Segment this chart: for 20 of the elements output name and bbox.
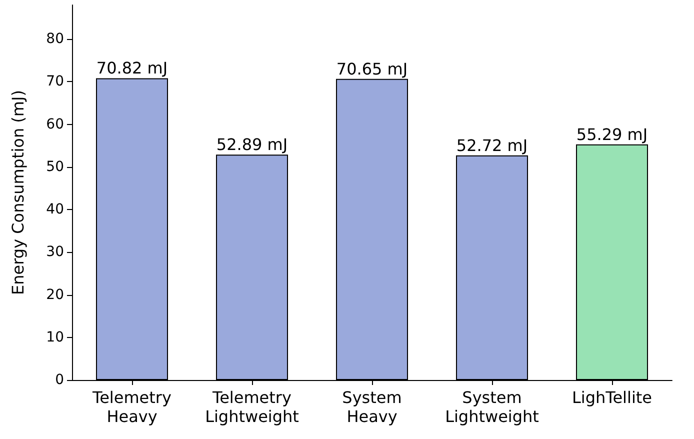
- y-tick-label: 70: [46, 74, 64, 90]
- y-tick-label: 30: [46, 244, 64, 260]
- data-label: 55.29 mJ: [576, 124, 648, 144]
- y-tick-label: 40: [46, 202, 64, 218]
- data-label: 70.65 mJ: [336, 59, 408, 78]
- y-axis-title: Energy Consumption (mJ): [8, 90, 28, 295]
- y-tick-label: 60: [46, 116, 64, 132]
- y-tick-label: 0: [55, 372, 64, 388]
- y-tick-label: 80: [46, 31, 64, 48]
- x-tick-label: LighTellite: [572, 388, 652, 407]
- data-label: 70.82 mJ: [96, 58, 168, 78]
- data-label: 52.72 mJ: [456, 136, 528, 155]
- y-tick-label: 20: [46, 286, 64, 303]
- x-tick-label: System Lightweight: [445, 388, 539, 426]
- y-tick-label: 50: [46, 158, 64, 175]
- x-tick-label: Telemetry Heavy: [92, 388, 172, 426]
- y-tick-label: 10: [46, 329, 64, 346]
- x-tick-label: System Heavy: [342, 388, 402, 426]
- x-tick-label: Telemetry Lightweight: [205, 388, 299, 426]
- data-label: 52.89 mJ: [216, 135, 288, 154]
